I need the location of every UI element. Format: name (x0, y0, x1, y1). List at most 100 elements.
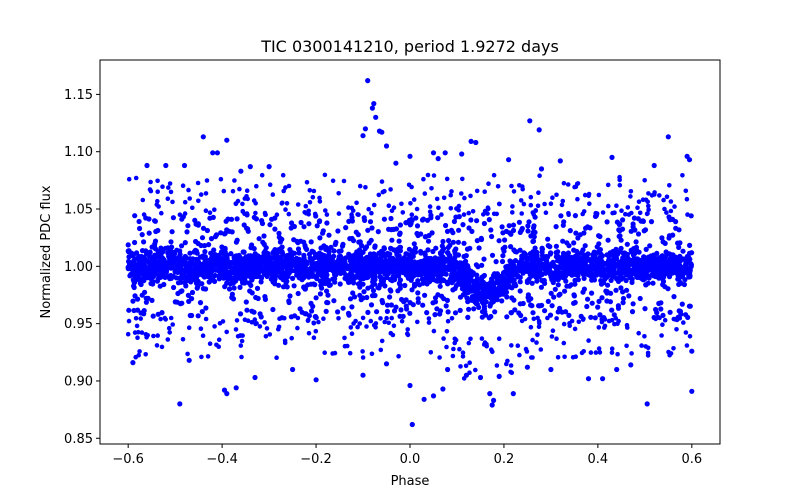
data-point (440, 386, 446, 392)
data-point (572, 213, 579, 219)
data-point (240, 249, 246, 255)
data-point (684, 196, 690, 202)
data-point (228, 251, 234, 257)
data-point (630, 252, 637, 258)
data-point (590, 255, 596, 261)
data-point (532, 245, 538, 251)
data-point (217, 321, 223, 326)
data-point (497, 201, 502, 207)
data-point (571, 300, 577, 306)
data-point (679, 301, 685, 307)
data-point (517, 247, 523, 253)
data-point (569, 318, 575, 324)
data-point (309, 258, 315, 264)
data-point (581, 286, 588, 292)
data-point (614, 270, 620, 276)
data-point (479, 336, 485, 341)
data-point (221, 188, 227, 194)
data-point (636, 330, 641, 336)
data-point (402, 282, 408, 289)
data-point (282, 264, 288, 270)
data-point (157, 283, 163, 289)
data-point (531, 316, 537, 322)
data-point (397, 285, 403, 291)
data-point (295, 246, 302, 252)
data-point (259, 218, 265, 224)
data-point (308, 239, 314, 245)
data-point (366, 206, 372, 212)
data-point (371, 202, 377, 208)
data-point (345, 310, 352, 316)
data-point (653, 306, 659, 313)
data-point (414, 206, 420, 212)
data-point (407, 153, 413, 159)
data-point (637, 210, 643, 216)
y-tick-label: 1.00 (64, 260, 93, 275)
data-point (645, 353, 651, 358)
data-point (520, 186, 525, 192)
data-point (588, 350, 594, 355)
data-point (316, 219, 322, 225)
data-point (369, 105, 375, 111)
data-point (517, 301, 523, 307)
data-point (186, 357, 192, 363)
data-point (210, 275, 216, 281)
data-point (445, 309, 451, 315)
x-tick-label: −0.4 (206, 452, 238, 467)
data-point (388, 187, 393, 192)
data-point (659, 333, 664, 338)
data-point (545, 315, 550, 321)
data-point (384, 308, 390, 314)
data-point (619, 263, 625, 269)
data-point (469, 228, 475, 234)
data-point (629, 351, 634, 356)
data-point (369, 284, 375, 290)
data-point (613, 287, 619, 293)
data-point (654, 250, 660, 256)
data-point (230, 270, 236, 276)
data-point (420, 302, 426, 308)
y-tick-label: 1.15 (64, 88, 93, 103)
data-point (639, 343, 644, 348)
data-point (674, 256, 681, 262)
data-point (490, 349, 495, 355)
data-point (422, 250, 428, 256)
data-point (480, 292, 486, 298)
data-point (397, 259, 403, 265)
data-point (653, 316, 658, 322)
data-point (557, 291, 563, 297)
data-point (640, 218, 646, 224)
data-point (521, 250, 527, 256)
data-point (358, 242, 365, 249)
data-point (516, 262, 522, 268)
data-point (614, 366, 620, 373)
data-point (298, 219, 304, 226)
data-point (425, 172, 431, 178)
data-point (508, 369, 513, 375)
data-point (204, 227, 210, 234)
data-point (136, 218, 142, 225)
data-point (224, 137, 230, 143)
data-point (428, 350, 434, 355)
data-point (231, 254, 237, 261)
data-point (155, 198, 160, 204)
data-point (486, 181, 491, 186)
data-point (259, 172, 265, 178)
data-point (674, 327, 679, 332)
data-point (634, 256, 640, 262)
data-point (199, 309, 205, 315)
data-point (168, 239, 174, 245)
data-point (624, 287, 630, 293)
data-point (205, 265, 211, 271)
data-point (530, 238, 537, 244)
data-point (619, 208, 624, 213)
data-point (491, 397, 497, 403)
data-point (548, 290, 554, 296)
data-point (660, 322, 665, 328)
data-point (261, 241, 267, 247)
data-point (326, 249, 332, 255)
data-point (629, 309, 636, 315)
data-point (504, 314, 510, 320)
data-point (554, 336, 559, 342)
data-point (132, 213, 138, 219)
